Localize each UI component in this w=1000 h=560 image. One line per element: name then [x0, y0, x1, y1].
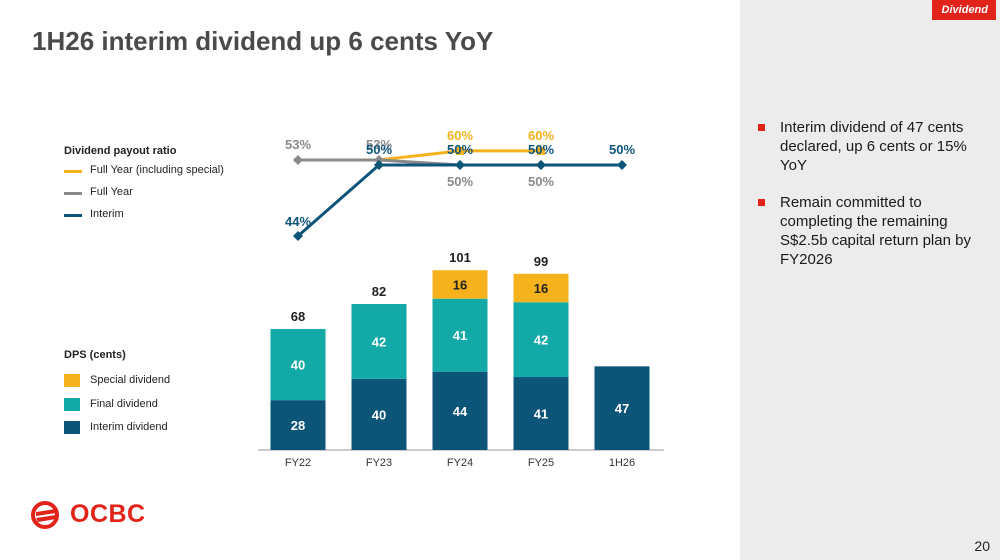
- bar-value-label: 42: [372, 334, 386, 349]
- bar-segment: [432, 270, 488, 299]
- payout-value-label: 50%: [528, 142, 554, 157]
- bullet-marker-icon: [758, 124, 765, 131]
- legend-label: Special dividend: [90, 374, 171, 386]
- bar-value-label: 28: [291, 418, 305, 433]
- legend-label: Full Year: [90, 186, 133, 198]
- legend-box-swatch: [64, 421, 80, 434]
- bar-total-label: 99: [534, 254, 548, 269]
- payout-marker: [293, 231, 303, 242]
- legend-line-swatch: [64, 170, 82, 173]
- payout-value-label: 53%: [285, 137, 311, 152]
- bar-segment: [513, 273, 569, 303]
- payout-value-label: 60%: [447, 128, 473, 143]
- bar-segment: [432, 298, 488, 372]
- payout-value-label: 50%: [447, 174, 473, 189]
- bar-total-label: 68: [291, 309, 305, 324]
- x-tick-label: FY25: [528, 457, 554, 469]
- bar-value-label: 42: [534, 333, 548, 348]
- legend-label: Full Year (including special): [90, 164, 224, 176]
- bar-segment: [432, 371, 488, 450]
- payout-value-label: 44%: [285, 214, 311, 229]
- bar-value-label: 16: [534, 281, 548, 296]
- logo-wordmark: OCBC: [70, 500, 146, 528]
- payout-marker: [374, 160, 384, 171]
- payout-legend-title: Dividend payout ratio: [64, 145, 177, 157]
- ocbc-emblem-icon: [31, 501, 59, 529]
- bullet-text: Remain committed to completing the remai…: [780, 194, 971, 268]
- bar-segment: [594, 366, 650, 450]
- bullet-marker-icon: [758, 199, 765, 206]
- payout-value-label: 50%: [366, 142, 392, 157]
- legend-line-swatch: [64, 192, 82, 195]
- payout-marker: [536, 160, 546, 171]
- payout-marker: [537, 146, 545, 155]
- legend-label: Interim: [90, 208, 124, 220]
- x-tick-label: FY23: [366, 457, 392, 469]
- payout-marker: [455, 160, 465, 171]
- x-tick-label: FY22: [285, 457, 311, 469]
- legend-line-swatch: [64, 214, 82, 217]
- dividend-chart: 28 40 68 FY22 40 42 82 FY23 44 41 16 101 FY24 41 42 16 9…: [258, 128, 664, 469]
- bar-total-label: 82: [372, 284, 386, 299]
- legend-box-swatch: [64, 374, 80, 387]
- key-points: Interim dividend of 47 cents declared, u…: [758, 118, 990, 287]
- payout-value-label: 50%: [447, 142, 473, 157]
- bullet-item: Interim dividend of 47 cents declared, u…: [758, 118, 990, 175]
- bar-segment: [351, 304, 407, 379]
- bar-value-label: 41: [453, 328, 467, 343]
- legend-label: Final dividend: [90, 398, 158, 410]
- payout-value-label: 53%: [366, 137, 392, 152]
- payout-value-label: 50%: [528, 174, 554, 189]
- x-tick-label: FY24: [447, 457, 473, 469]
- bar-value-label: 16: [453, 277, 467, 292]
- dps-legend-title: DPS (cents): [64, 349, 126, 361]
- payout-marker: [374, 155, 384, 165]
- section-tag: Dividend: [931, 0, 996, 20]
- payout-value-label: 60%: [528, 128, 554, 143]
- x-tick-label: 1H26: [609, 457, 635, 469]
- payout-value-label: 50%: [609, 142, 635, 157]
- bar-value-label: 40: [372, 407, 386, 422]
- legend-box-swatch: [64, 398, 80, 411]
- bar-segment: [351, 378, 407, 450]
- bar-total-label: 101: [449, 250, 471, 265]
- bar-value-label: 41: [534, 407, 548, 422]
- bar-value-label: 47: [615, 401, 629, 416]
- bar-segment: [513, 377, 569, 450]
- bar-value-label: 44: [453, 404, 468, 419]
- bar-value-label: 40: [291, 358, 305, 373]
- page-number: 20: [974, 538, 990, 554]
- ocbc-logo: OCBC: [30, 500, 145, 530]
- legend-label: Interim dividend: [90, 421, 168, 433]
- bar-segment: [513, 302, 569, 378]
- bullet-text: Interim dividend of 47 cents declared, u…: [780, 119, 967, 174]
- payout-marker: [456, 146, 464, 155]
- bar-segment: [270, 328, 326, 401]
- bar-segment: [270, 400, 326, 450]
- bullet-item: Remain committed to completing the remai…: [758, 193, 990, 269]
- right-panel: [740, 0, 1000, 560]
- payout-marker: [293, 155, 303, 165]
- page-title: 1H26 interim dividend up 6 cents YoY: [32, 26, 494, 56]
- payout-marker: [617, 160, 627, 171]
